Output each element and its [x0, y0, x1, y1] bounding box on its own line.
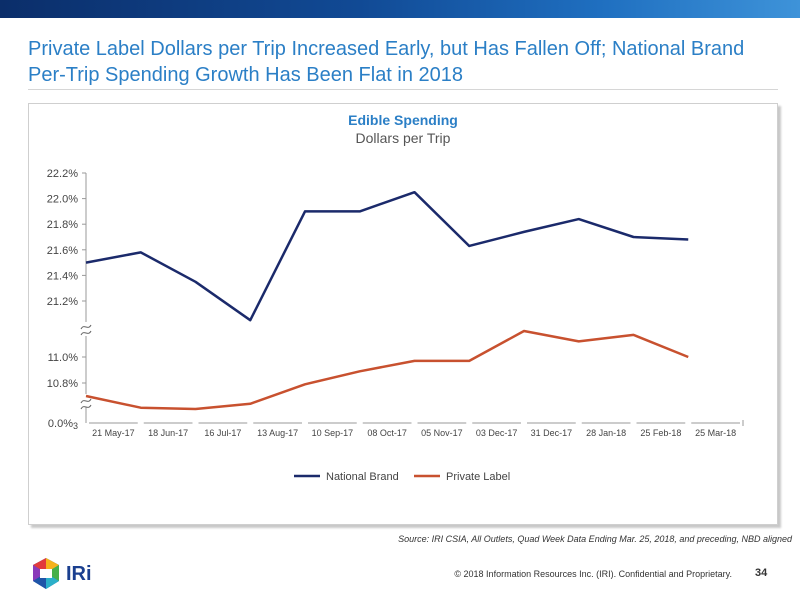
x-tick-label: 05 Nov-17: [421, 428, 463, 438]
logo-wordmark: IRi: [66, 563, 92, 585]
line-chart: 22.2% 22.0% 21.8% 21.6% 21.4% 21.2% 11.0% 10.8%…: [47, 168, 744, 483]
x-tick-label: 28 Jan-18: [586, 428, 626, 438]
y-tick-label: 21.4%: [47, 270, 78, 282]
y-tick-label: 21.8%: [47, 219, 78, 231]
copyright-footer: © 2018 Information Resources Inc. (IRI).…: [454, 569, 732, 579]
chart-subtitle: Dollars per Trip: [355, 130, 451, 146]
y-tick-label: 22.2%: [47, 168, 78, 180]
top-banner: [0, 0, 800, 18]
legend-private-label-label: Private Label: [446, 471, 510, 483]
y-axis-break-mark-upper-b: [80, 330, 92, 336]
page-number: 34: [755, 567, 768, 579]
x-tick-label: 13 Aug-17: [257, 428, 298, 438]
slide-title-line-1: Private Label Dollars per Trip Increased…: [28, 38, 745, 60]
x-tick-label: 25 Feb-18: [640, 428, 681, 438]
title-divider: [28, 89, 778, 90]
x-tick-label: 31 Dec-17: [531, 428, 573, 438]
y-tick-label: 21.6%: [47, 245, 78, 257]
y-axis-footnote-mark: 3: [73, 421, 78, 431]
x-tick-label: 08 Oct-17: [367, 428, 407, 438]
y-tick-label: 11.0%: [48, 352, 79, 364]
slide-title-line-2: Per-Trip Spending Growth Has Been Flat i…: [28, 64, 464, 86]
x-tick-label: 03 Dec-17: [476, 428, 518, 438]
legend-national-brand-label: National Brand: [326, 471, 399, 483]
y-tick-label-base: 0.0%: [48, 418, 73, 430]
y-tick-label: 22.0%: [47, 194, 78, 206]
chart-panel: Edible Spending Dollars per Trip 22.2% 22…: [28, 103, 778, 525]
x-tick-label: 10 Sep-17: [312, 428, 354, 438]
x-tick-label: 25 Mar-18: [695, 428, 736, 438]
y-tick-label: 21.2%: [47, 296, 78, 308]
y-axis-break-mark-lower: [80, 398, 92, 404]
y-axis-break-mark-lower-b: [80, 404, 92, 410]
x-tick-label: 18 Jun-17: [148, 428, 188, 438]
private-label-line: [85, 329, 689, 411]
y-axis-break-mark-upper: [80, 324, 92, 330]
slide-title: Private Label Dollars per Trip Increased…: [28, 36, 778, 88]
y-tick-label: 10.8%: [47, 378, 78, 390]
iri-logo-icon: [33, 558, 59, 589]
x-tick-label: 16 Jul-17: [204, 428, 241, 438]
chart-title: Edible Spending: [348, 112, 458, 128]
national-brand-line: [85, 190, 689, 322]
x-tick-label: 21 May-17: [92, 428, 135, 438]
source-note: Source: IRI CSIA, All Outlets, Quad Week…: [398, 534, 792, 544]
